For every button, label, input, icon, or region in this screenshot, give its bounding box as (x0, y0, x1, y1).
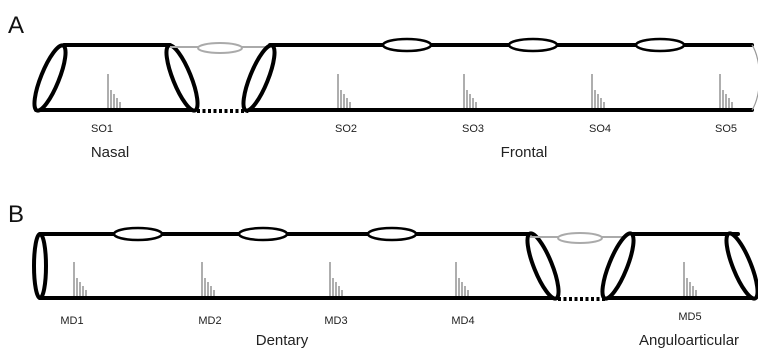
dentary-canal-front-opening (32, 232, 48, 300)
bone-label-frontal: Frontal (501, 144, 548, 161)
frontal-pore-2 (507, 37, 559, 53)
dentary-canal-rear-opening (525, 231, 561, 301)
label-so3: SO3 (462, 123, 484, 135)
neuromast-md5 (683, 262, 697, 296)
neuromast-so5 (719, 74, 733, 108)
bone-label-nasal: Nasal (91, 144, 129, 161)
neuromast-md4 (455, 262, 469, 296)
dentary-pore-3 (366, 226, 418, 242)
nasal-frontal-gap (170, 42, 270, 113)
nasal-canal-segment (32, 43, 200, 113)
panel-a-letter: A (8, 12, 24, 39)
dentary-canal-segment (32, 226, 561, 301)
neuromast-md2 (201, 262, 215, 296)
gap-pore (197, 42, 243, 54)
dentary-pore-1 (112, 226, 164, 242)
label-so1: SO1 (91, 123, 113, 135)
nasal-canal-rear-opening (164, 43, 200, 113)
frontal-canal-segment (241, 37, 758, 113)
label-so4: SO4 (589, 123, 611, 135)
neuromast-so3 (463, 74, 477, 108)
anguloarticular-rear-opening (724, 231, 758, 301)
anguloarticular-canal-segment (600, 231, 758, 301)
anguloarticular-front-opening (600, 231, 636, 301)
label-md4: MD4 (451, 315, 474, 327)
label-md1: MD1 (60, 315, 83, 327)
bone-label-dentary: Dentary (256, 332, 309, 348)
frontal-canal-rear-outline (751, 44, 758, 111)
label-md5: MD5 (678, 311, 701, 323)
panel-b-letter: B (8, 201, 24, 228)
bone-label-anguloarticular: Anguloarticular (639, 332, 739, 348)
gap-b-pore (557, 232, 603, 244)
label-so2: SO2 (335, 123, 357, 135)
frontal-pore-1 (381, 37, 433, 53)
neuromast-md3 (329, 262, 343, 296)
label-so5: SO5 (715, 123, 737, 135)
dentary-pore-2 (237, 226, 289, 242)
label-md2: MD2 (198, 315, 221, 327)
neuromast-so1 (107, 74, 121, 108)
frontal-canal-front-opening (241, 43, 277, 113)
neuromast-md1 (73, 262, 87, 296)
frontal-pore-3 (634, 37, 686, 53)
dentary-anguloarticular-gap (530, 232, 632, 301)
neuromast-so4 (591, 74, 605, 108)
neuromast-so2 (337, 74, 351, 108)
label-md3: MD3 (324, 315, 347, 327)
nasal-canal-front-opening (32, 43, 68, 113)
